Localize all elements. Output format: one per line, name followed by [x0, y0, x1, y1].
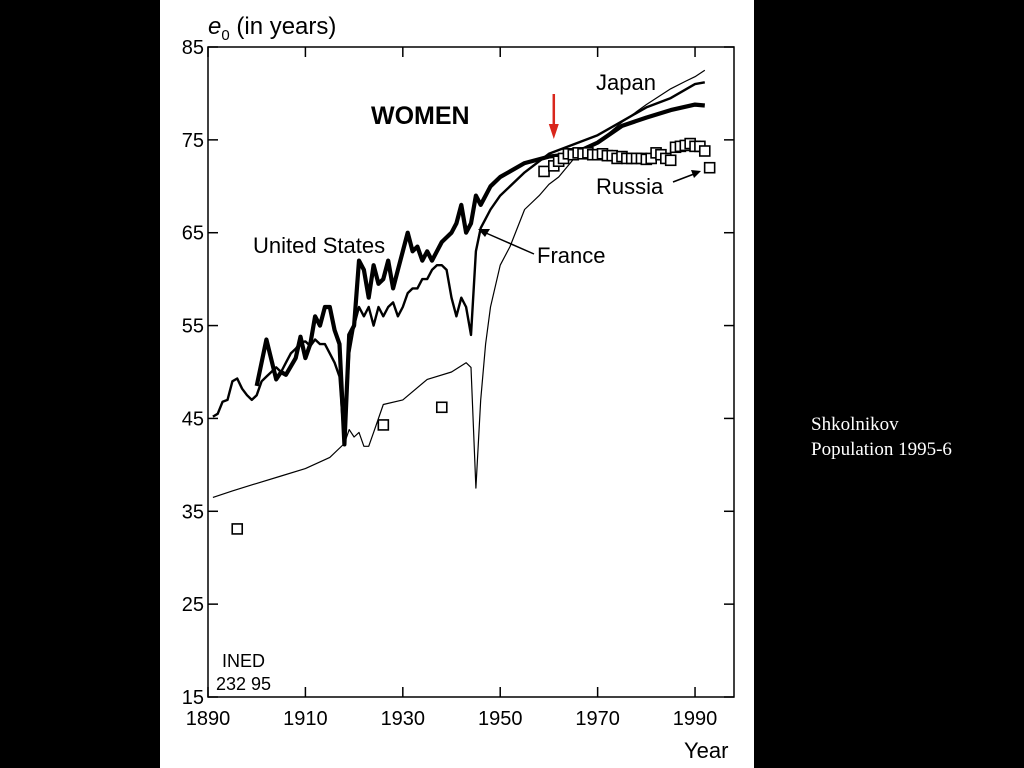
point-russia	[698, 145, 711, 157]
x-tick-label: 1950	[478, 708, 523, 730]
y-tick-label: 35	[182, 501, 204, 523]
life-expectancy-chart: 15 25 35 45 55 65 75 85 1890 1910 1930 1950 1970 1990…	[182, 13, 735, 763]
label-france: France	[537, 243, 605, 268]
label-japan: Japan	[596, 70, 656, 95]
russia-pointer-line	[672, 173, 695, 183]
y-tick-label: 25	[182, 594, 204, 616]
chart-panel: 15 25 35 45 55 65 75 85 1890 1910 1930 1950 1970 1990…	[160, 0, 754, 768]
series-layer	[212, 69, 716, 535]
x-tick-label: 1970	[575, 708, 620, 730]
label-united-states: United States	[253, 233, 385, 258]
france-pointer-arrowhead	[478, 229, 490, 237]
y-axis-label-subscript: 0	[221, 27, 229, 44]
label-russia: Russia	[596, 174, 664, 199]
x-tick-label: 1990	[673, 708, 718, 730]
x-tick-label: 1910	[283, 708, 328, 730]
series-russia	[231, 137, 716, 535]
source-label-line1: INED	[222, 651, 265, 671]
x-axis-label: Year	[684, 738, 728, 763]
x-tick-label: 1890	[186, 708, 231, 730]
y-axis-label: e0 (in years)	[208, 13, 336, 44]
caption: Shkolnikov Population 1995-6	[811, 412, 952, 462]
series-line-japan	[212, 69, 706, 498]
caption-line-source: Population 1995-6	[811, 439, 952, 460]
source-label-line2: 232 95	[216, 674, 271, 694]
series-line-france	[212, 81, 706, 446]
point-russia	[538, 165, 550, 178]
y-tick-label: 75	[182, 130, 204, 152]
point-russia	[664, 154, 677, 167]
point-russia	[377, 419, 390, 431]
plot-frame	[207, 46, 735, 698]
x-tick-label: 1930	[381, 708, 426, 730]
point-russia	[231, 523, 244, 535]
caption-line-author: Shkolnikov	[811, 414, 899, 435]
point-russia	[435, 401, 448, 414]
chart-axes: 15 25 35 45 55 65 75 85 1890 1910 1930 1950 1970 1990	[182, 37, 735, 730]
y-tick-label: 15	[182, 687, 204, 709]
y-axis-label-symbol: e	[208, 13, 221, 40]
point-russia	[703, 161, 716, 174]
red-marker-arrow	[548, 94, 559, 139]
series-line-united-states	[254, 102, 705, 447]
red-arrow-head	[548, 124, 559, 139]
y-axis-label-text: (in years)	[230, 13, 337, 40]
y-tick-label: 55	[182, 316, 204, 338]
y-tick-label: 85	[182, 37, 204, 59]
chart-title: WOMEN	[371, 102, 470, 130]
france-pointer-line	[485, 232, 535, 255]
y-tick-label: 45	[182, 408, 204, 430]
y-tick-label: 65	[182, 223, 204, 245]
russia-pointer-arrowhead	[691, 170, 701, 178]
